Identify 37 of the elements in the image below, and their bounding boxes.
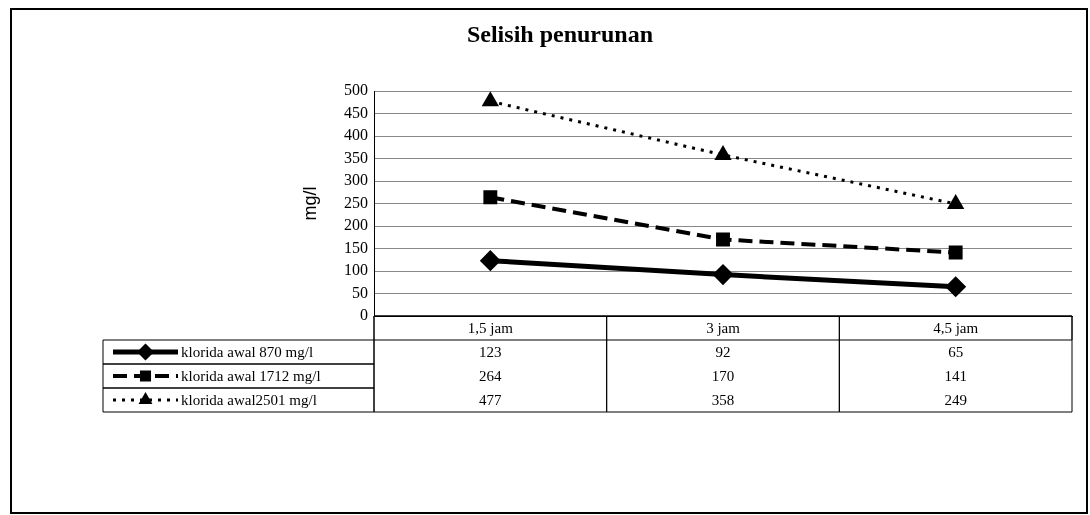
point xyxy=(946,277,966,297)
point xyxy=(948,195,964,209)
y-tick-label: 400 xyxy=(344,126,368,144)
y-tick-label: 300 xyxy=(344,171,368,189)
data-label: 264 xyxy=(479,367,503,384)
data-label: 141 xyxy=(944,367,967,384)
data-label: 249 xyxy=(944,391,967,408)
y-tick-label: 450 xyxy=(344,103,368,121)
point xyxy=(948,245,963,260)
data-label: 358 xyxy=(711,391,735,408)
y-tick-label: 50 xyxy=(352,283,368,301)
chart-title: Selisih penurunan xyxy=(466,21,654,48)
data-label: 170 xyxy=(711,367,735,384)
point xyxy=(482,92,498,107)
data-label: 123 xyxy=(479,343,502,360)
x-tick-label: 1,5 jam xyxy=(467,319,514,336)
y-tick-label: 100 xyxy=(344,261,368,279)
y-axis-title: mg/l xyxy=(299,186,320,221)
point xyxy=(716,232,730,247)
legend-label: klorida awal 1712 mg/l xyxy=(181,367,321,384)
data-label: 92 xyxy=(715,343,731,360)
point xyxy=(480,251,500,271)
point xyxy=(713,265,733,285)
y-tick-label: 200 xyxy=(344,216,368,234)
x-tick-label: 4,5 jam xyxy=(933,319,979,336)
y-tick-label: 0 xyxy=(360,306,368,324)
y-tick-label: 250 xyxy=(344,193,368,211)
data-label: 477 xyxy=(479,391,503,408)
y-tick-label: 150 xyxy=(344,238,368,256)
legend-label: klorida awal 870 mg/l xyxy=(181,343,314,360)
legend-label: klorida awal2501 mg/l xyxy=(181,391,317,408)
point xyxy=(715,146,731,160)
y-tick-label: 350 xyxy=(344,148,368,166)
y-tick-label: 500 xyxy=(344,81,368,99)
x-tick-label: 3 jam xyxy=(706,319,741,336)
point xyxy=(483,190,498,205)
data-label: 65 xyxy=(948,343,964,360)
